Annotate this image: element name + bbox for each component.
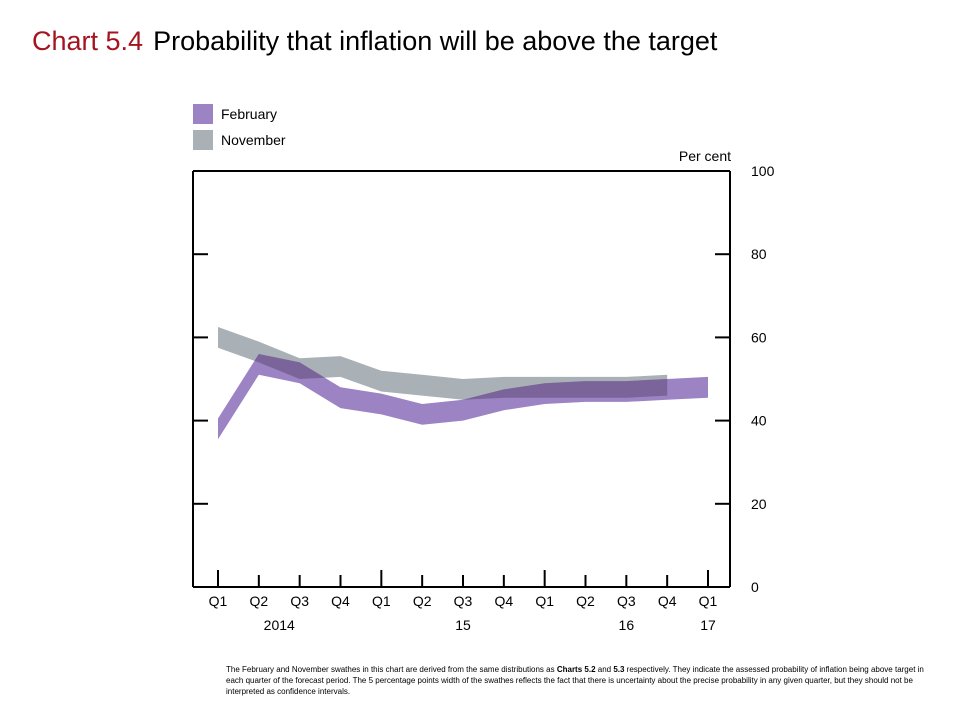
legend-label-november: November bbox=[221, 132, 286, 148]
chart-axes: 0 20 40 60 80 100 Per cent Q1 Q2 Q3 Q4 Q1 Q2 Q3 Q4 Q1 Q2… bbox=[192, 148, 775, 633]
x-tick-label: Q1 bbox=[535, 593, 554, 609]
chart-legend: February November bbox=[193, 104, 286, 150]
x-tick-label: Q1 bbox=[372, 593, 391, 609]
x-tick-label: Q2 bbox=[576, 593, 595, 609]
chart-bands bbox=[218, 327, 708, 440]
chart-number: Chart 5.4 bbox=[32, 26, 144, 56]
legend-swatch-february bbox=[193, 104, 213, 124]
chart: 0 20 40 60 80 100 Per cent Q1 Q2 Q3 Q4 Q1 Q2 Q3 Q4 Q1 Q2… bbox=[192, 104, 775, 633]
x-year-label: 16 bbox=[619, 617, 635, 633]
band-overlap bbox=[218, 354, 668, 400]
x-year-label: 15 bbox=[455, 617, 471, 633]
x-tick-label: Q3 bbox=[454, 593, 473, 609]
footnote: The February and November swathes in thi… bbox=[226, 664, 938, 697]
footnote-ref1: Charts 5.2 bbox=[556, 665, 596, 674]
x-tick-label: Q1 bbox=[699, 593, 718, 609]
footnote-ref2: 5.3 bbox=[613, 665, 625, 674]
y-tick-label: 100 bbox=[751, 163, 775, 179]
x-tick-label: Q2 bbox=[413, 593, 432, 609]
y-tick-label: 60 bbox=[751, 329, 767, 345]
chart-title: Chart 5.4 Probability that inflation will… bbox=[32, 26, 717, 57]
x-tick-label: Q4 bbox=[494, 593, 513, 609]
legend-swatch-november bbox=[193, 130, 213, 150]
y-tick-label: 40 bbox=[751, 413, 767, 429]
x-tick-label: Q4 bbox=[658, 593, 677, 609]
y-tick-label: 80 bbox=[751, 246, 767, 262]
footnote-part1: The February and November swathes in thi… bbox=[226, 665, 557, 674]
x-tick-label: Q4 bbox=[331, 593, 350, 609]
x-year-label: 17 bbox=[700, 617, 716, 633]
x-tick-label: Q3 bbox=[617, 593, 636, 609]
legend-label-february: February bbox=[221, 106, 277, 122]
footnote-part2: and bbox=[595, 665, 614, 674]
y-tick-label: 20 bbox=[751, 496, 767, 512]
y-tick-label: 0 bbox=[751, 579, 759, 595]
x-tick-label: Q1 bbox=[209, 593, 228, 609]
band-november bbox=[218, 327, 668, 400]
chart-title-text: Probability that inflation will be above… bbox=[153, 26, 718, 56]
x-tick-label: Q3 bbox=[290, 593, 309, 609]
footnote-part3: respectively. They indicate the assessed… bbox=[226, 665, 924, 696]
x-year-label: 2014 bbox=[264, 617, 295, 633]
y-axis-label: Per cent bbox=[679, 148, 731, 164]
x-tick-label: Q2 bbox=[249, 593, 268, 609]
